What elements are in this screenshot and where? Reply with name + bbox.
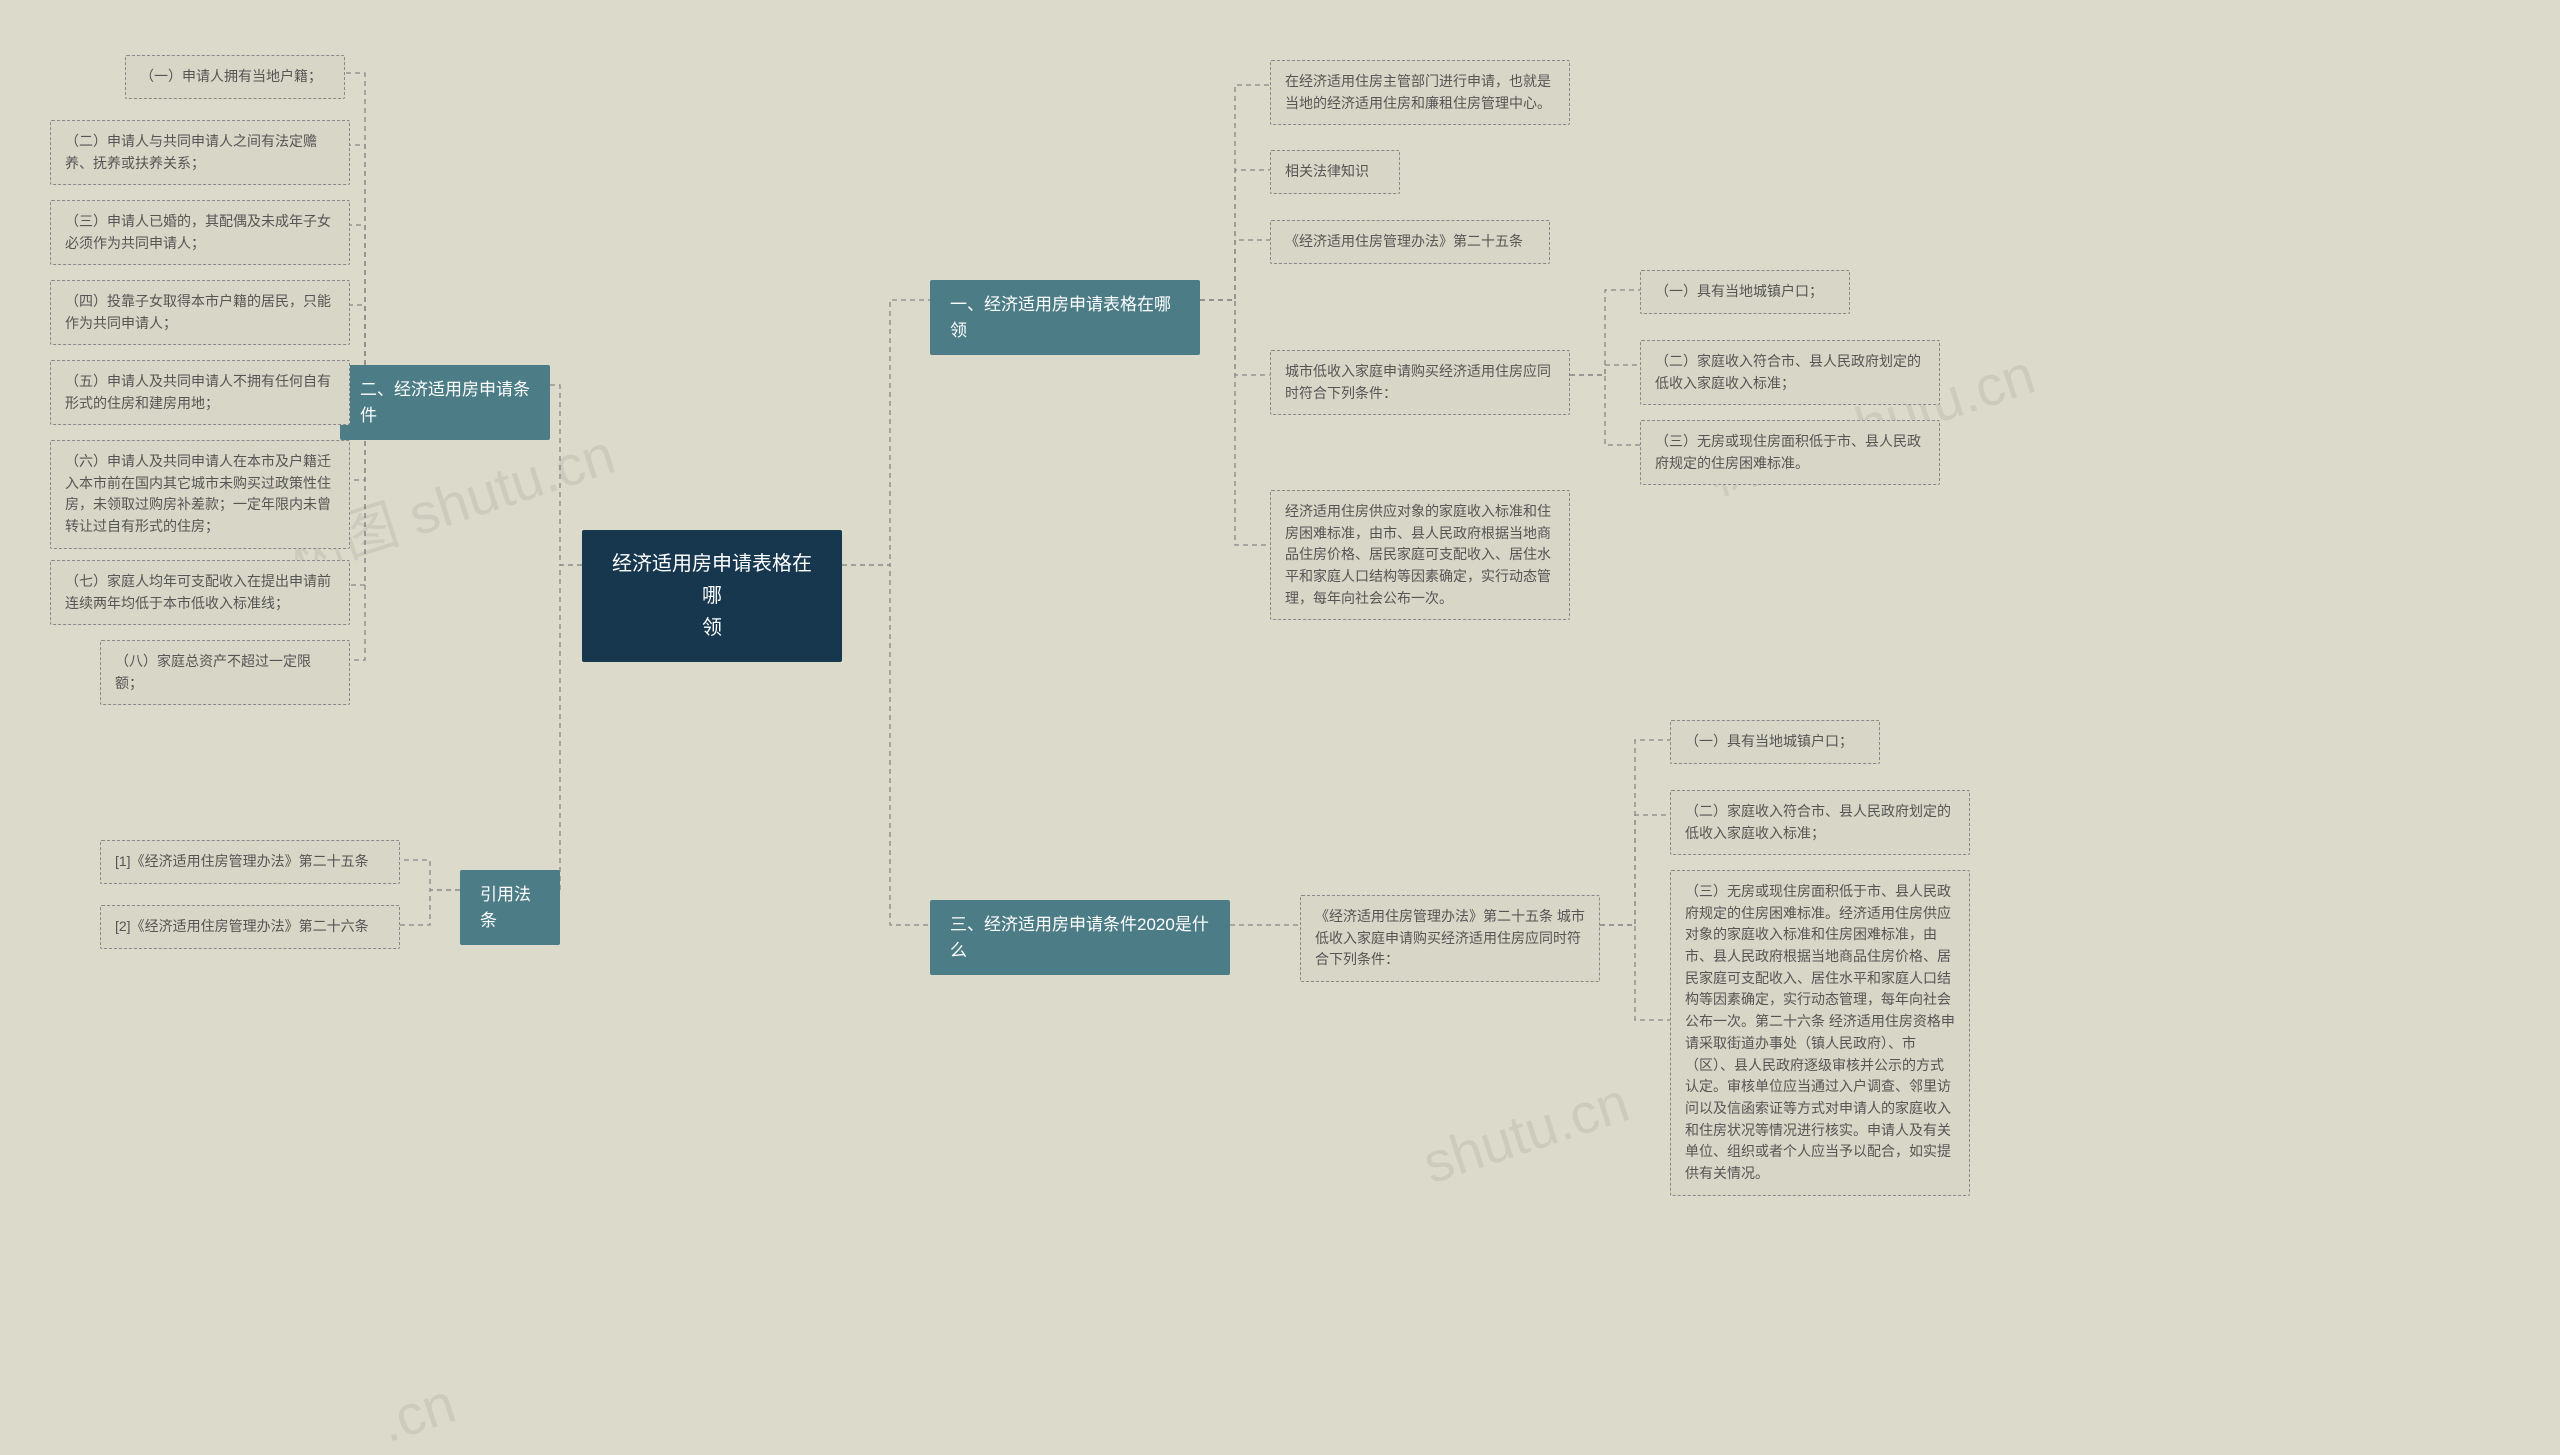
root-line1: 经济适用房申请表格在哪 <box>612 553 812 607</box>
root-node: 经济适用房申请表格在哪 领 <box>582 530 842 662</box>
leaf-b2-8: （八）家庭总资产不超过一定限额； <box>100 640 350 705</box>
branch-3-l1: 三、经济适用房申请条件2020是什 <box>950 915 1209 934</box>
leaf-b2-7: （七）家庭人均年可支配收入在提出申请前连续两年均低于本市低收入标准线； <box>50 560 350 625</box>
leaf-b1-5: 经济适用住房供应对象的家庭收入标准和住房困难标准，由市、县人民政府根据当地商品住… <box>1270 490 1570 620</box>
branch-1: 一、经济适用房申请表格在哪领 <box>930 280 1200 355</box>
leaf-b2-3: （三）申请人已婚的，其配偶及未成年子女必须作为共同申请人； <box>50 200 350 265</box>
branch-4: 引用法条 <box>460 870 560 945</box>
watermark: shutu.cn <box>1415 1069 1636 1196</box>
leaf-b1-4-2: （二）家庭收入符合市、县人民政府划定的低收入家庭收入标准； <box>1640 340 1940 405</box>
branch-3: 三、经济适用房申请条件2020是什 么 <box>930 900 1230 975</box>
leaf-b3-1-3: （三）无房或现住房面积低于市、县人民政府规定的住房困难标准。经济适用住房供应对象… <box>1670 870 1970 1196</box>
leaf-b3-1-1: （一）具有当地城镇户口； <box>1670 720 1880 764</box>
leaf-b1-4-1: （一）具有当地城镇户口； <box>1640 270 1850 314</box>
leaf-b2-5: （五）申请人及共同申请人不拥有任何自有形式的住房和建房用地； <box>50 360 350 425</box>
leaf-b2-4: （四）投靠子女取得本市户籍的居民，只能作为共同申请人； <box>50 280 350 345</box>
branch-2: 二、经济适用房申请条件 <box>340 365 550 440</box>
leaf-b1-1: 在经济适用住房主管部门进行申请，也就是当地的经济适用住房和廉租住房管理中心。 <box>1270 60 1570 125</box>
leaf-b2-1: （一）申请人拥有当地户籍； <box>125 55 345 99</box>
connector-layer <box>0 0 2560 1423</box>
root-line2: 领 <box>702 617 722 639</box>
leaf-b3-1: 《经济适用住房管理办法》第二十五条 城市低收入家庭申请购买经济适用住房应同时符合… <box>1300 895 1600 982</box>
leaf-b1-2: 相关法律知识 <box>1270 150 1400 194</box>
leaf-b1-4: 城市低收入家庭申请购买经济适用住房应同时符合下列条件： <box>1270 350 1570 415</box>
leaf-b2-6: （六）申请人及共同申请人在本市及户籍迁入本市前在国内其它城市未购买过政策性住房，… <box>50 440 350 549</box>
leaf-b4-1: [1]《经济适用住房管理办法》第二十五条 <box>100 840 400 884</box>
leaf-b4-2: [2]《经济适用住房管理办法》第二十六条 <box>100 905 400 949</box>
leaf-b1-3: 《经济适用住房管理办法》第二十五条 <box>1270 220 1550 264</box>
watermark: .cn <box>372 1370 463 1455</box>
leaf-b1-4-3: （三）无房或现住房面积低于市、县人民政府规定的住房困难标准。 <box>1640 420 1940 485</box>
leaf-b2-2: （二）申请人与共同申请人之间有法定赡养、抚养或扶养关系； <box>50 120 350 185</box>
branch-3-l2: 么 <box>950 941 967 960</box>
leaf-b3-1-2: （二）家庭收入符合市、县人民政府划定的低收入家庭收入标准； <box>1670 790 1970 855</box>
